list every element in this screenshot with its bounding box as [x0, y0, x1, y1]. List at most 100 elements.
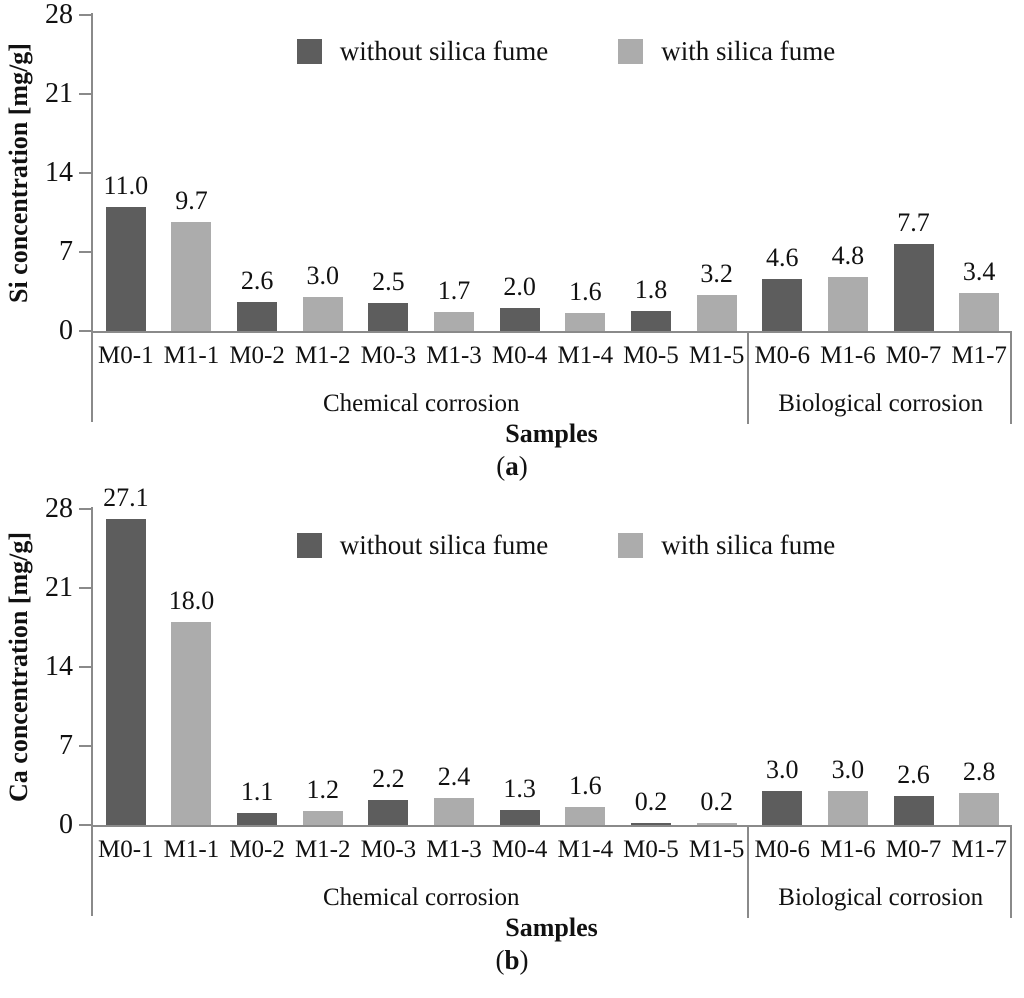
x-axis-line — [91, 331, 1012, 333]
bar-value-label: 1.6 — [569, 277, 602, 306]
bar — [302, 811, 343, 825]
y-tick-label: 0 — [59, 809, 73, 840]
bar-value-label: 1.8 — [634, 275, 668, 304]
bar — [762, 791, 803, 825]
bar-value-label: 2.2 — [372, 764, 405, 793]
y-tick-mark — [79, 93, 91, 95]
y-tick-label: 7 — [59, 730, 73, 761]
y-tick-label: 14 — [45, 651, 73, 682]
chart-caption: (a) — [0, 449, 1024, 483]
y-tick-mark — [79, 587, 91, 589]
bar-value-label: 1.2 — [306, 775, 339, 804]
legend: without silica fume with silica fume — [54, 528, 1024, 562]
bar — [171, 622, 212, 825]
legend-label: with silica fume — [661, 529, 836, 560]
category-label: M1-6 — [820, 836, 876, 863]
category-label: M1-2 — [294, 836, 351, 863]
caption-close-paren: ) — [518, 451, 528, 481]
y-tick-label: 28 — [45, 493, 73, 524]
category-label: M1-1 — [163, 342, 220, 369]
bar — [237, 813, 278, 825]
category-label: M0-2 — [229, 836, 285, 863]
y-tick-label: 14 — [45, 157, 73, 188]
bar — [630, 823, 671, 825]
bar-value-label: 7.7 — [897, 208, 930, 237]
y-tick-mark — [79, 330, 91, 332]
bar — [499, 810, 540, 825]
legend-swatch-with-silica-fume — [618, 38, 644, 64]
caption-letter: b — [504, 945, 520, 975]
bar-value-label: 2.8 — [962, 757, 996, 786]
bar-value-label: 1.1 — [240, 777, 274, 806]
y-tick-mark — [79, 508, 91, 510]
category-label: M0-1 — [98, 836, 154, 863]
bar — [959, 293, 1000, 331]
category-label: M0-3 — [360, 836, 417, 863]
legend-item: without silica fume — [296, 35, 549, 67]
category-label: M0-7 — [885, 836, 942, 863]
x-axis-line — [91, 825, 1012, 827]
category-label: M0-7 — [885, 342, 942, 369]
category-label: M0-6 — [754, 836, 811, 863]
bar-value-label: 3.2 — [700, 259, 733, 288]
bar — [237, 302, 278, 331]
bar-value-label: 11.0 — [103, 171, 149, 200]
chart-caption: (b) — [0, 943, 1024, 977]
legend-label: without silica fume — [339, 35, 549, 66]
legend-swatch-with-silica-fume — [618, 532, 644, 558]
category-label: M0-4 — [491, 342, 548, 369]
legend-swatch-without-silica-fume — [296, 38, 322, 64]
category-label: M0-2 — [229, 342, 285, 369]
bar-value-label: 1.7 — [437, 276, 471, 305]
bar — [893, 796, 934, 825]
bar — [762, 279, 803, 331]
group-label: Chemical corrosion — [322, 884, 520, 911]
legend-item: without silica fume — [296, 529, 549, 561]
y-tick-mark — [79, 666, 91, 668]
group-label: Chemical corrosion — [322, 390, 520, 417]
y-axis-line — [91, 507, 93, 916]
bar-value-label: 3.0 — [306, 261, 339, 290]
legend-label: without silica fume — [339, 529, 549, 560]
caption-open-paren: ( — [496, 451, 506, 481]
bar — [302, 297, 343, 331]
bar-value-label: 9.7 — [175, 186, 208, 215]
bar — [434, 312, 475, 331]
category-label: M0-6 — [754, 342, 811, 369]
group-border-line — [1010, 825, 1012, 918]
x-axis-label: Samples — [505, 419, 598, 448]
bar — [105, 207, 146, 331]
bar — [171, 222, 212, 331]
bar — [696, 295, 737, 331]
category-label: M1-7 — [951, 342, 1007, 369]
bar — [565, 313, 606, 331]
legend-swatch-without-silica-fume — [296, 532, 322, 558]
category-label: M1-4 — [557, 342, 614, 369]
category-label: M1-5 — [688, 342, 745, 369]
bar-value-label: 0.2 — [700, 787, 733, 816]
bar-value-label: 2.4 — [437, 762, 471, 791]
bar-value-label: 18.0 — [168, 586, 215, 615]
category-label: M1-7 — [951, 836, 1007, 863]
bar — [827, 277, 868, 331]
bar — [959, 793, 1000, 825]
bar — [893, 244, 934, 331]
group-label: Biological corrosion — [778, 390, 984, 417]
x-axis-label: Samples — [505, 913, 598, 942]
category-label: M1-5 — [688, 836, 745, 863]
bar-value-label: 2.6 — [897, 760, 930, 789]
category-label: M0-4 — [491, 836, 548, 863]
bar-value-label: 2.5 — [372, 267, 405, 296]
y-tick-label: 0 — [59, 315, 73, 346]
bar-value-label: 1.6 — [569, 771, 602, 800]
y-tick-mark — [79, 172, 91, 174]
category-label: M1-1 — [163, 836, 220, 863]
category-label: M0-1 — [98, 342, 154, 369]
bar — [499, 308, 540, 331]
bar-value-label: 3.4 — [962, 257, 996, 286]
bar — [368, 800, 409, 825]
y-axis-line — [91, 13, 93, 422]
bar-value-label: 4.6 — [765, 243, 799, 272]
caption-open-paren: ( — [495, 945, 505, 975]
